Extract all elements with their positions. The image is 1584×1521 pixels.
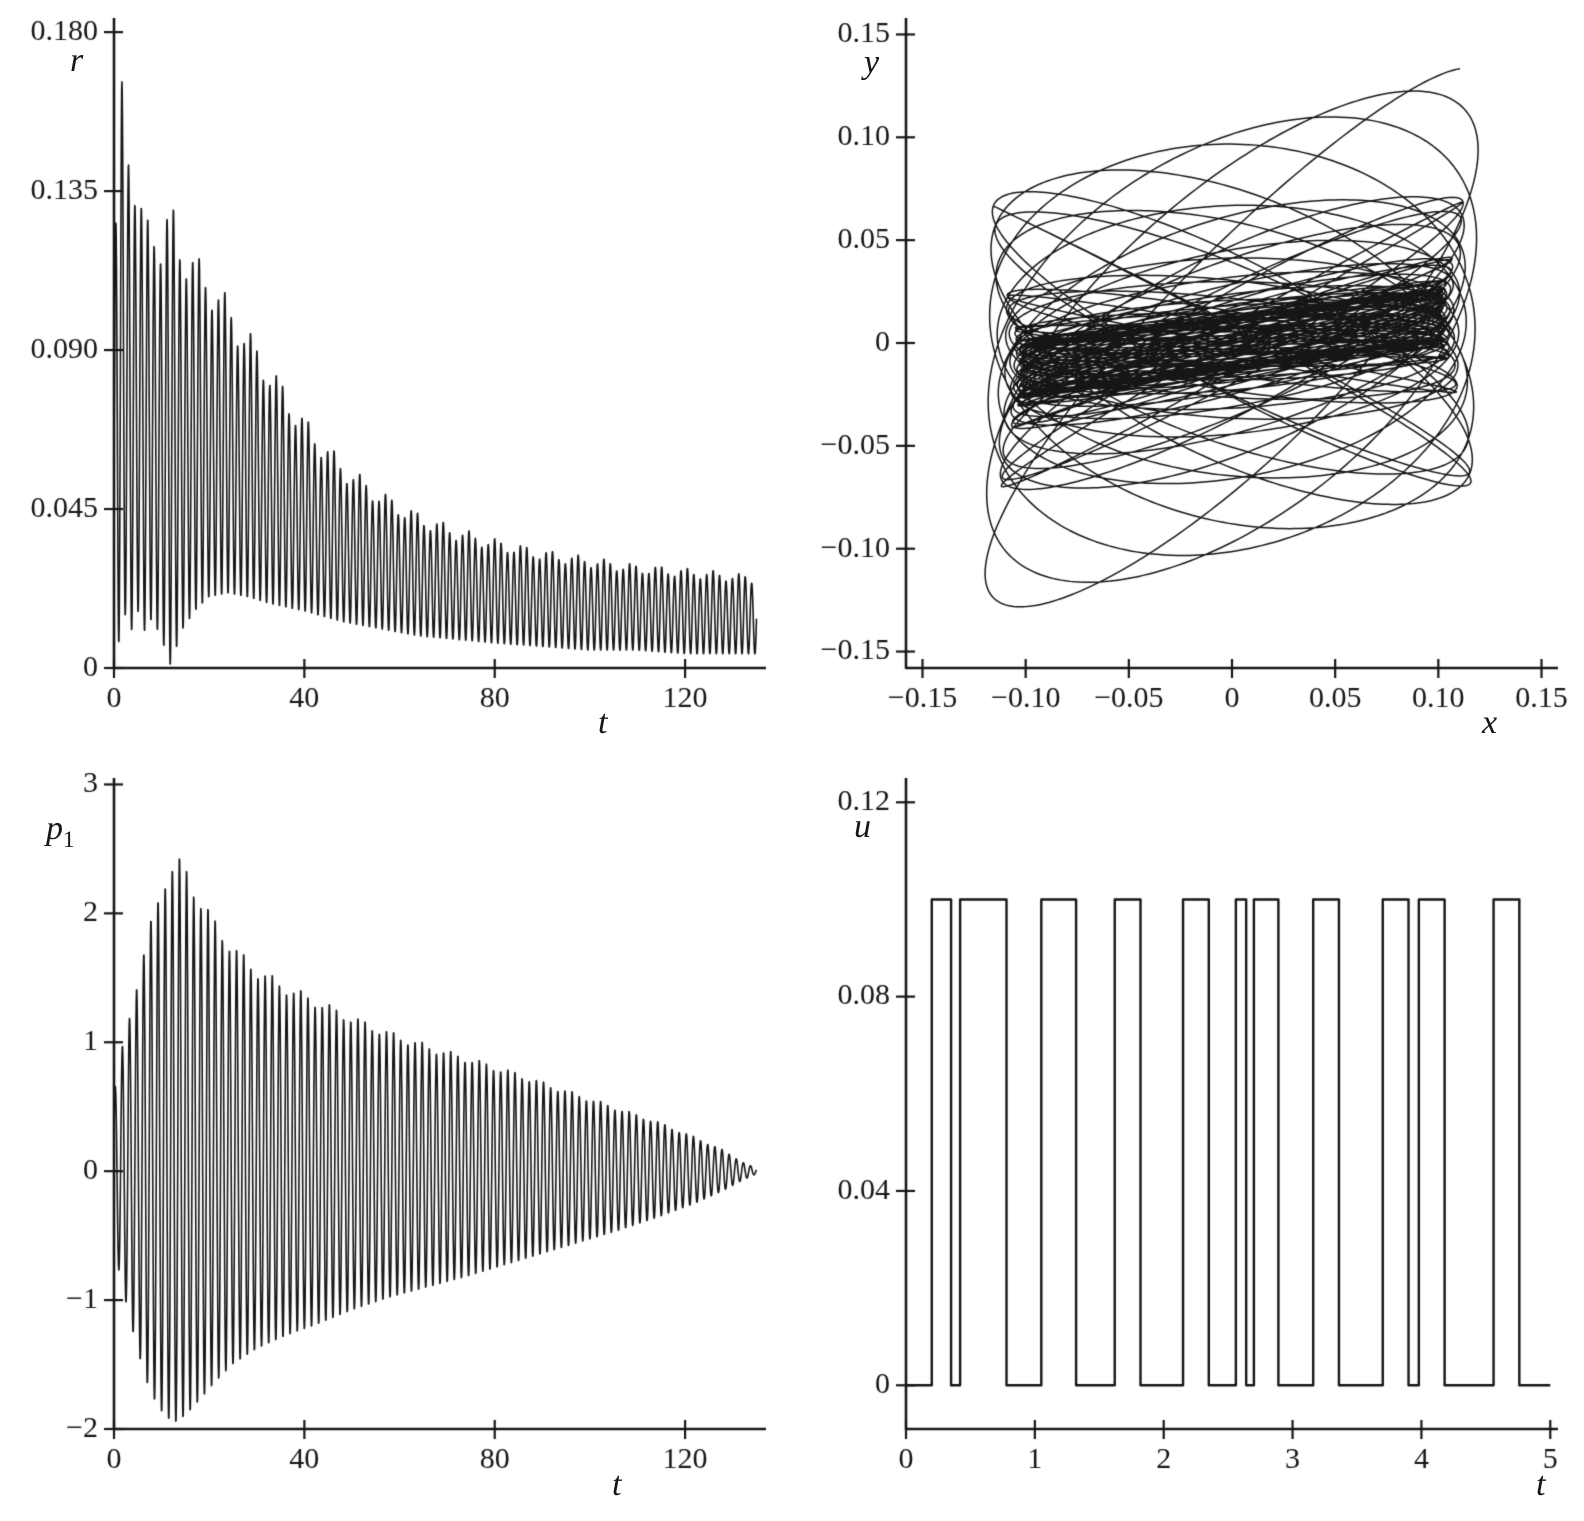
- plot-u-vs-t-canvas: [792, 760, 1584, 1521]
- p1-label-main: p: [46, 810, 63, 847]
- plot-phase-portrait-canvas: [792, 0, 1584, 760]
- plot-p1-vs-t-canvas: [0, 760, 792, 1521]
- y-axis-label-r: r: [70, 42, 84, 79]
- plot-r-vs-t-canvas: [0, 0, 792, 760]
- panel-u-vs-t: u t: [792, 760, 1584, 1521]
- panel-r-vs-t: r t: [0, 0, 792, 760]
- x-axis-label-t: t: [612, 1466, 622, 1503]
- x-axis-label-t: t: [1536, 1466, 1546, 1503]
- y-axis-label-p1: p1: [46, 812, 75, 852]
- y-axis-label-y: y: [864, 44, 880, 81]
- panel-y-vs-x: y x: [792, 0, 1584, 760]
- x-axis-label-x: x: [1482, 704, 1498, 741]
- p1-label-subscript: 1: [63, 826, 75, 853]
- x-axis-label-t: t: [598, 704, 608, 741]
- y-axis-label-u: u: [854, 808, 871, 845]
- panel-p1-vs-t: p1 t: [0, 760, 792, 1521]
